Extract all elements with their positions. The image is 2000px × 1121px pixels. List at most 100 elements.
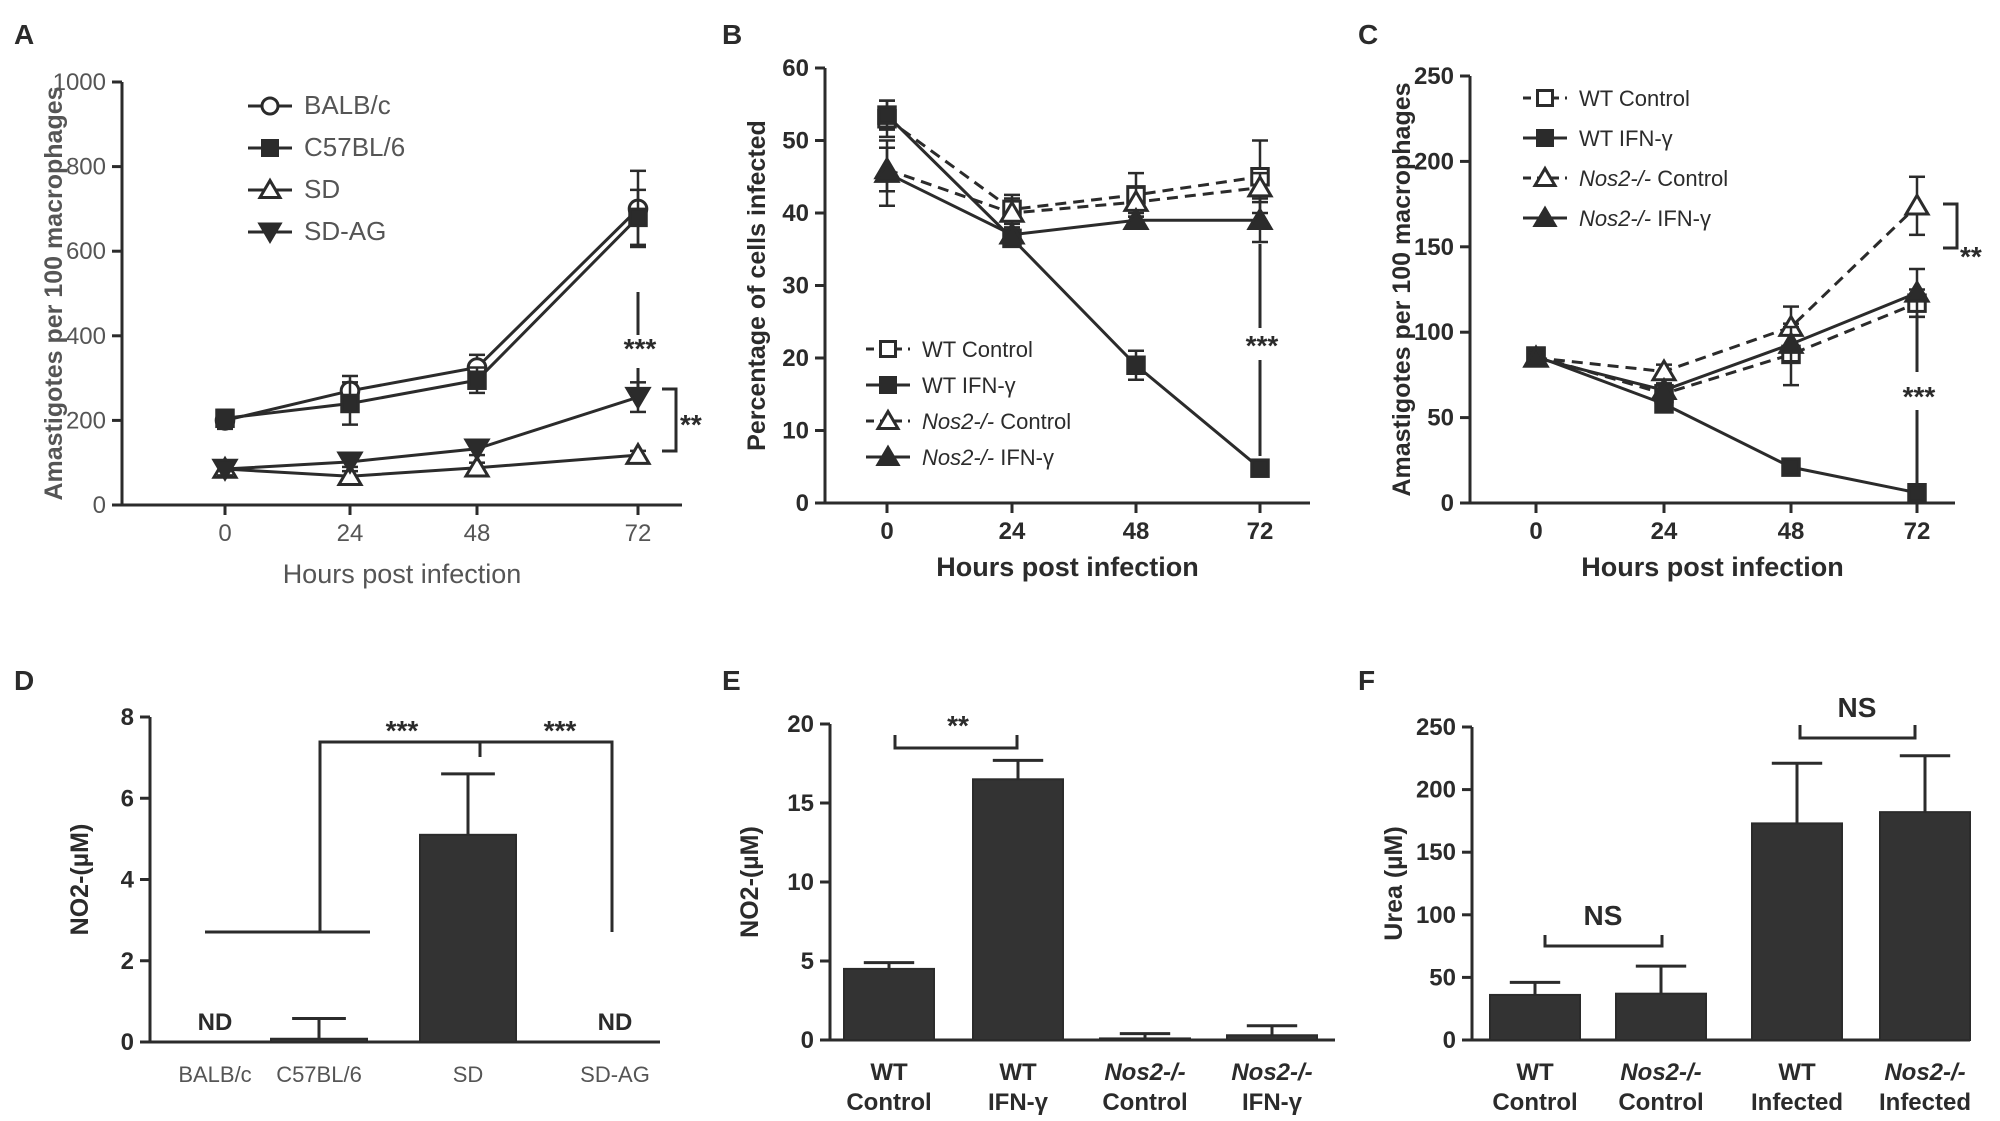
panel-e-category-label: Nos2-/- [1104,1059,1185,1086]
panel-b-xtick-label: 72 [1247,518,1274,545]
panel-c-point [1522,344,1550,368]
panel-b-sig-stars: *** [1246,330,1279,361]
panel-b-point [1250,458,1270,478]
panel-a-point [624,386,652,410]
panel-b-point [1246,206,1274,230]
panel-f-ytick-label: 0 [1443,1027,1456,1054]
panel-a-ylabel: Amastigotes per 100 macrophages [40,86,68,500]
panel-d-ytick-label: 4 [121,867,135,894]
panel-e-category-label: Nos2-/- [1231,1059,1312,1086]
panel-b-legend-marker [879,340,897,358]
panel-f-ytick-label: 100 [1416,902,1456,929]
panel-d-ylabel: NO2-(µM) [66,824,94,936]
panel-a-point [211,458,239,482]
panel-a-xlabel: Hours post infection [283,559,522,589]
panel-a-point [624,441,652,465]
panel-c-series-0 [1526,288,1927,406]
panel-f-category-label: WT [1778,1059,1816,1086]
panel-c-series-3 [1522,267,1931,401]
panel-b-ytick-label: 50 [782,128,809,155]
panel-e-ytick-label: 20 [787,711,814,738]
panel-c-legend-label-2: Nos2-/- Control [1579,166,1728,191]
panel-b-legend-label-3: Nos2-/- IFN-γ [922,445,1054,470]
panel-d-category-label: SD-AG [580,1062,650,1087]
panel-a-ytick-label: 800 [66,154,106,181]
panel-b-legend-marker [875,444,901,466]
panel-b-point [1246,174,1274,198]
panel-a-series-3 [211,381,652,482]
panel-a-series-line [224,453,639,478]
panel-c-legend-label-0: WT Control [1579,86,1690,111]
panel-c-sig-stars: *** [1903,381,1936,412]
panel-a-ytick-label: 1000 [53,69,106,96]
panel-b-point [1126,355,1146,375]
panel-c-letter: C [1358,19,1378,50]
panel-f-category-label: Infected [1751,1089,1843,1116]
panel-e-category-label: Control [846,1089,931,1116]
panel-b-series-line [886,171,1260,237]
panel-e-letter: E [722,665,741,696]
panel-b-ytick-label: 30 [782,273,809,300]
panel-b-xlabel: Hours post infection [936,552,1199,582]
panel-f-ytick-label: 250 [1416,714,1456,741]
panel-c-legend-label-1: WT IFN-γ [1579,126,1673,151]
panel-c-xtick-label: 72 [1904,518,1931,545]
panel-c-sig-bracket [1943,202,1959,250]
panel-d-ytick-label: 0 [121,1029,134,1056]
panel-a-sig-bracket [662,387,678,453]
panel-d-ytick-label: 6 [121,785,134,812]
panel-c-xtick-label: 0 [1529,518,1542,545]
panel-b-xtick-label: 0 [880,518,893,545]
panel-e-sig-stars: ** [947,710,969,741]
panel-c-series-line [1535,301,1918,396]
panel-c-legend-marker [1532,165,1558,187]
panel-d-category-label: C57BL/6 [276,1062,362,1087]
panel-a-point [463,438,491,462]
panel-e-ytick-label: 10 [787,869,814,896]
panel-a-point [215,408,235,429]
panel-f-category-label: Control [1492,1089,1577,1116]
panel-b-point [873,159,901,183]
panel-b-legend-label-1: WT IFN-γ [922,373,1016,398]
panel-e-category-label: IFN-γ [988,1089,1049,1116]
panel-a-sig-stars: ** [680,409,702,440]
panel-b-series-2 [873,146,1274,229]
panel-b-series-line [885,114,1261,470]
panel-c-sig-stars: ** [1960,241,1982,272]
panel-b-xtick-label: 48 [1123,518,1150,545]
panel-b-series-line [886,117,1261,211]
panel-a-ytick-label: 400 [66,323,106,350]
panel-d-bar-1 [270,1037,368,1043]
panel-f-sig-bracket [1798,725,1917,740]
panel-a-series-line [224,207,640,422]
panel-d-category-label: SD [453,1062,484,1087]
panel-a-point [340,393,360,414]
panel-e-bar-1 [972,778,1064,1041]
panel-b-legend-marker [879,376,897,394]
panel-c-legend-marker [1536,89,1554,107]
panel-f-ytick-label: 150 [1416,839,1456,866]
panel-a-point [463,454,491,478]
panel-a-xtick-label: 72 [625,520,652,547]
panel-b-legend-label-2: Nos2-/- Control [922,409,1071,434]
panel-a-legend-label-0: BALB/c [304,90,391,120]
panel-a-ytick-label: 600 [66,238,106,265]
panel-f-ytick-label: 200 [1416,777,1456,804]
panel-a-series-line [224,395,639,471]
panel-d-letter: D [14,665,34,696]
panel-a-xtick-label: 24 [337,520,364,547]
panel-c-legend-marker [1536,129,1554,147]
panel-c-point [1650,376,1678,401]
panel-a-legend-label-1: C57BL/6 [304,132,405,162]
panel-a-point [628,207,648,228]
panel-c-point [1903,279,1931,303]
panel-c-ytick-label: 200 [1414,148,1454,175]
panel-e-sig-bracket [893,735,1019,750]
panel-a-legend-marker [260,96,280,116]
panel-a-xtick-label: 0 [218,520,231,547]
panel-d-sig-stars: *** [386,715,419,746]
panel-a-point [336,462,364,486]
panel-e-category-label: IFN-γ [1242,1089,1303,1116]
panel-f-category-label: WT [1516,1059,1554,1086]
panel-c-series-line [1535,291,1918,392]
